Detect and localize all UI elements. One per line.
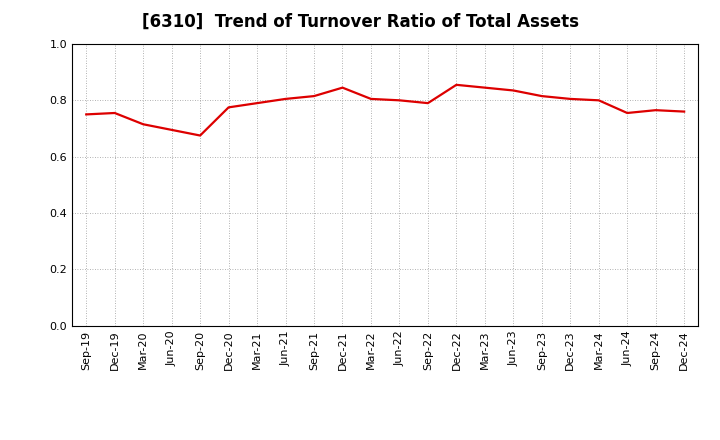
Text: [6310]  Trend of Turnover Ratio of Total Assets: [6310] Trend of Turnover Ratio of Total … bbox=[142, 13, 578, 31]
